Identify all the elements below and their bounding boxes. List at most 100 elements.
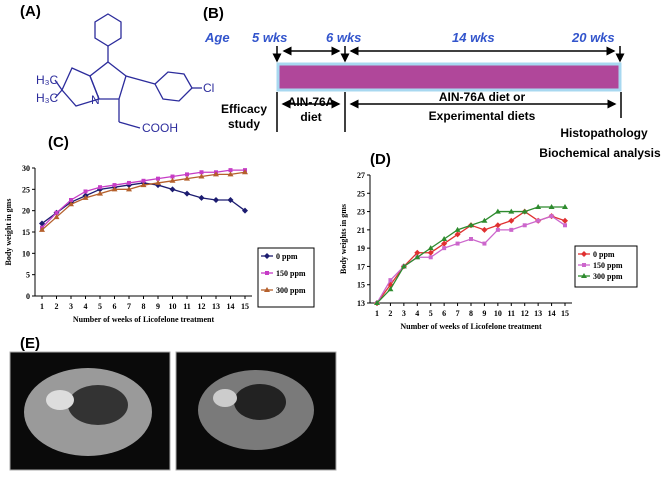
y-axis-label: Body weight in gms: [4, 199, 13, 266]
marker: [481, 217, 488, 223]
y-tick-label: 25: [357, 189, 365, 198]
x-tick-label: 3: [402, 309, 406, 318]
x-tick-label: 12: [521, 309, 529, 318]
marker: [454, 231, 461, 238]
panel-label: (E): [20, 335, 40, 352]
legend-label: 0 ppm: [276, 252, 298, 261]
age-tick: 14 wks: [452, 30, 495, 45]
marker: [454, 226, 461, 232]
marker: [427, 245, 434, 251]
marker: [481, 226, 488, 233]
marker: [213, 197, 219, 203]
x-tick-label: 6: [442, 309, 446, 318]
timeline: Age 5 wks 6 wks 14 wks 20 wks Efficacy s…: [204, 30, 661, 160]
panel-label: (A): [20, 3, 41, 20]
y-tick-label: 19: [357, 244, 365, 253]
phase-label: diet: [300, 110, 321, 124]
x-tick-label: 8: [469, 309, 473, 318]
study-bar: [276, 62, 622, 92]
marker: [156, 176, 160, 181]
x-tick-label: 10: [169, 302, 177, 311]
marker: [442, 246, 447, 251]
marker: [126, 186, 132, 192]
y-tick-label: 0: [26, 292, 30, 301]
marker: [265, 271, 269, 275]
marker: [563, 223, 567, 228]
marker: [141, 178, 146, 183]
marker: [112, 183, 117, 188]
legend-label: 150 ppm: [276, 269, 306, 278]
marker: [53, 214, 60, 220]
legend-label: 150 ppm: [593, 261, 623, 270]
marker: [242, 169, 248, 175]
marker: [97, 190, 103, 196]
y-tick-label: 30: [22, 164, 30, 173]
y-tick-label: 20: [22, 207, 30, 216]
marker: [199, 170, 204, 175]
marker: [228, 168, 233, 173]
x-tick-label: 7: [127, 302, 131, 311]
marker: [508, 217, 515, 224]
marker: [549, 214, 554, 219]
marker: [428, 255, 433, 260]
marker: [388, 278, 393, 283]
marker: [494, 208, 501, 214]
marker: [535, 204, 542, 209]
endpoint-label: Biochemical analysis: [539, 146, 661, 160]
legend-label: 300 ppm: [276, 286, 306, 295]
x-tick-label: 15: [241, 302, 249, 311]
x-tick-label: 5: [98, 302, 102, 311]
marker: [184, 175, 190, 181]
marker: [509, 227, 514, 232]
marker: [495, 227, 500, 232]
marker: [54, 210, 59, 215]
marker: [127, 180, 131, 185]
phase-label: Experimental diets: [429, 109, 536, 123]
y-tick-label: 5: [26, 271, 30, 280]
marker: [468, 222, 474, 228]
panel-label: (B): [203, 5, 224, 22]
marker: [562, 217, 568, 224]
x-tick-label: 14: [548, 309, 556, 318]
y-tick-label: 17: [357, 262, 365, 271]
marker: [581, 273, 587, 278]
x-axis-label: Number of weeks of Licofelone treatment: [400, 322, 542, 331]
marker: [387, 286, 394, 292]
x-tick-label: 13: [534, 309, 542, 318]
marker: [39, 226, 45, 232]
marker: [227, 197, 234, 203]
marker: [494, 222, 501, 229]
y-tick-label: 15: [357, 281, 365, 290]
y-axis-label: Body weights in gms: [339, 204, 348, 274]
y-tick-label: 25: [22, 185, 30, 194]
y-tick-label: 15: [22, 228, 30, 237]
x-tick-label: 15: [561, 309, 569, 318]
marker: [441, 236, 448, 241]
x-tick-label: 1: [40, 302, 44, 311]
x-tick-label: 1: [375, 309, 379, 318]
marker: [111, 186, 118, 192]
marker: [140, 182, 147, 188]
y-tick-label: 23: [357, 208, 365, 217]
marker: [455, 241, 460, 246]
phase-label: AIN-76A: [288, 95, 335, 109]
legend-label: 300 ppm: [593, 272, 623, 281]
atom-label: Cl: [203, 81, 214, 95]
x-tick-label: 5: [429, 309, 433, 318]
marker: [414, 249, 421, 256]
panel-label: (D): [370, 151, 391, 168]
age-tick: 20 wks: [571, 30, 615, 45]
marker: [441, 240, 448, 247]
marker: [170, 174, 175, 179]
marker: [69, 198, 73, 202]
x-tick-label: 12: [198, 302, 206, 311]
mri-image: [175, 351, 337, 471]
age-tick: 6 wks: [326, 30, 361, 45]
atom-label: H₃C: [36, 73, 59, 87]
x-tick-label: 4: [84, 302, 88, 311]
marker: [548, 204, 555, 209]
marker: [198, 173, 205, 179]
age-tick: 5 wks: [252, 30, 287, 45]
legend-label: 0 ppm: [593, 250, 615, 259]
marker: [98, 185, 102, 190]
